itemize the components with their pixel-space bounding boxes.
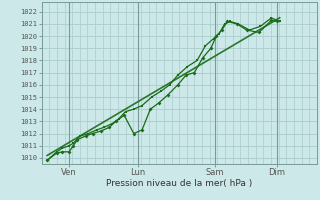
X-axis label: Pression niveau de la mer( hPa ): Pression niveau de la mer( hPa ) xyxy=(106,179,252,188)
